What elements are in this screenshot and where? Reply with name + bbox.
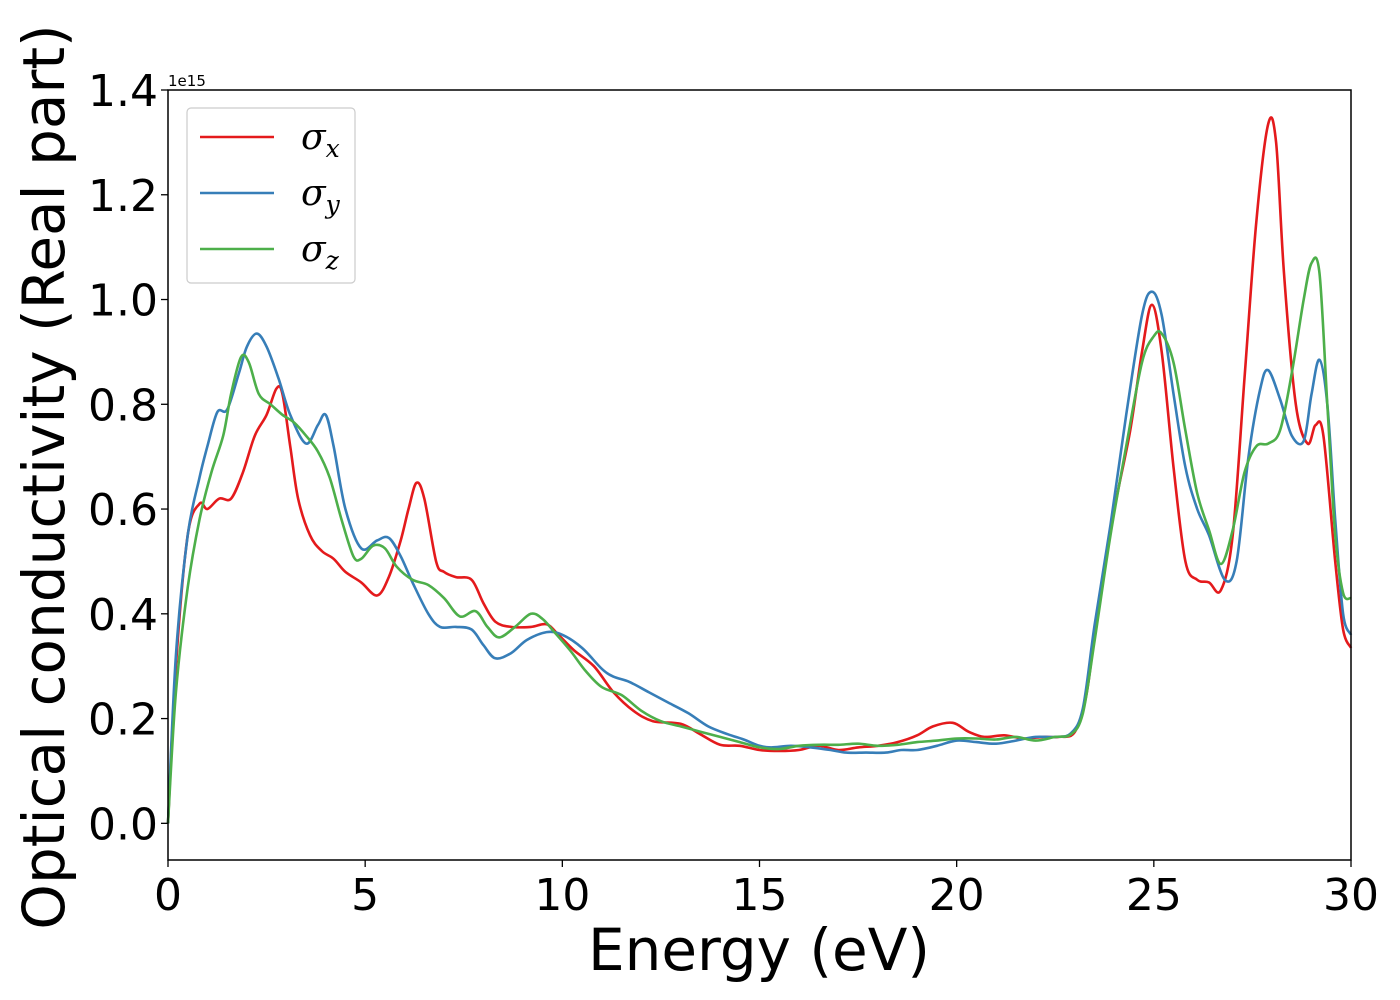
legend-box [186, 107, 356, 284]
legend-label-sigma-x: σx [301, 117, 340, 163]
legend-label-subscript: y [325, 190, 341, 219]
x-tick-label: 25 [1126, 870, 1182, 921]
x-tick-label: 15 [732, 870, 788, 921]
y-axis: 0.0 0.2 0.4 0.6 0.8 1.0 1.2 1.4 [88, 66, 168, 850]
series-line-sigma-y [166, 290, 1353, 824]
x-axis-label: Energy (eV) [588, 916, 930, 984]
legend-label-sigma-z: σz [301, 229, 340, 275]
y-tick-label: 0.6 [88, 485, 158, 536]
y-tick-label: 0.8 [88, 380, 158, 431]
x-tick-label: 20 [929, 870, 985, 921]
y-tick-label: 1.2 [88, 171, 158, 222]
series-line-sigma-z [166, 256, 1352, 824]
legend-label-subscript: z [325, 246, 340, 275]
y-axis-label: Optical conductivity (Real part) [10, 24, 78, 929]
y-tick-label: 1.0 [88, 276, 158, 327]
series-layer [166, 116, 1353, 824]
x-axis: 0 5 10 15 20 25 30 [154, 860, 1379, 921]
legend-label-symbol: σ [301, 173, 327, 214]
y-tick-label: 0.0 [88, 799, 158, 850]
x-tick-label: 10 [534, 870, 590, 921]
legend-label-subscript: x [326, 134, 340, 163]
y-tick-label: 0.2 [88, 695, 158, 746]
y-tick-label: 0.4 [88, 590, 158, 641]
y-tick-label: 1.4 [88, 66, 158, 117]
x-tick-label: 0 [154, 870, 182, 921]
series-line-sigma-x [166, 116, 1353, 824]
legend-label-sigma-y: σy [301, 173, 341, 219]
legend-label-symbol: σ [301, 229, 327, 270]
x-tick-label: 5 [351, 870, 379, 921]
y-offset-label: 1e15 [168, 72, 206, 90]
x-tick-label: 30 [1323, 870, 1379, 921]
legend-label-symbol: σ [301, 117, 327, 158]
